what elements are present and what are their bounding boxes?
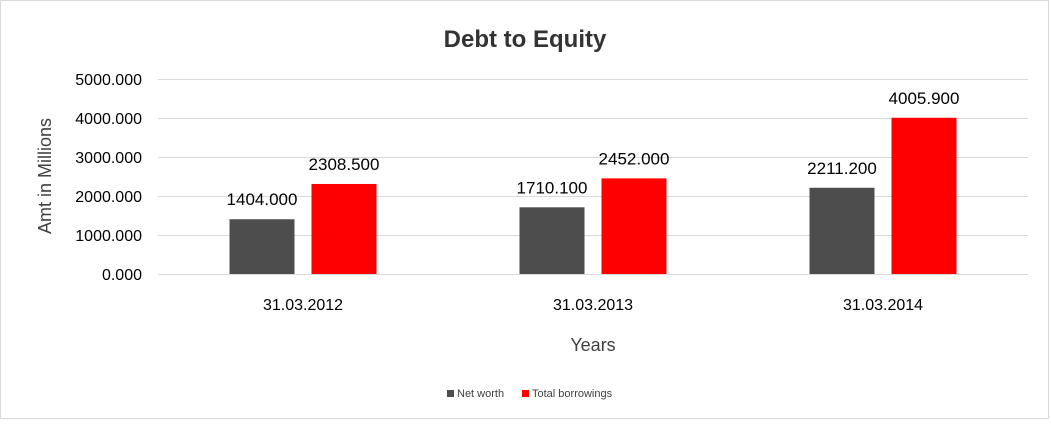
data-labels: 1404.000 2308.500 1710.100 2452.000 2211.200… — [227, 89, 960, 209]
x-tick-labels: 31.03.2012 31.03.2013 31.03.2014 — [263, 297, 923, 314]
y-tick-label: 2000.000 — [75, 189, 142, 206]
data-label: 2308.500 — [309, 155, 380, 174]
data-label: 2211.200 — [807, 159, 877, 178]
legend-label: Net worth — [457, 388, 504, 400]
x-tick-label: 31.03.2013 — [553, 297, 633, 314]
data-label: 1710.100 — [517, 178, 588, 197]
bar-total-borrowings-2 — [891, 117, 957, 274]
y-axis-title: Amt in Millions — [35, 118, 55, 234]
data-label: 1404.000 — [227, 190, 298, 209]
legend-swatch — [447, 390, 454, 397]
legend-label: Total borrowings — [532, 388, 613, 400]
x-tick-label: 31.03.2014 — [843, 297, 923, 314]
bar-total-borrowings-0 — [311, 183, 377, 274]
y-tick-labels: 0.000 1000.000 2000.000 3000.000 4000.000 500… — [75, 72, 142, 284]
bars — [229, 117, 957, 274]
bar-net-worth-1 — [519, 207, 585, 274]
bar-net-worth-0 — [229, 219, 295, 274]
y-tick-label: 5000.000 — [75, 72, 142, 89]
bar-net-worth-2 — [809, 187, 875, 274]
y-tick-label: 0.000 — [102, 267, 142, 284]
chart-title: Debt to Equity — [444, 26, 607, 53]
gridlines — [158, 79, 1028, 275]
x-tick-label: 31.03.2012 — [263, 297, 343, 314]
y-tick-label: 4000.000 — [75, 111, 142, 128]
x-axis-title: Years — [570, 335, 615, 355]
y-tick-label: 1000.000 — [75, 228, 142, 245]
data-label: 2452.000 — [599, 149, 670, 168]
data-label: 4005.900 — [889, 89, 960, 108]
legend-swatch — [522, 390, 529, 397]
y-tick-label: 3000.000 — [75, 150, 142, 167]
legend: Net worth Total borrowings — [447, 388, 613, 400]
bar-total-borrowings-1 — [601, 178, 667, 274]
